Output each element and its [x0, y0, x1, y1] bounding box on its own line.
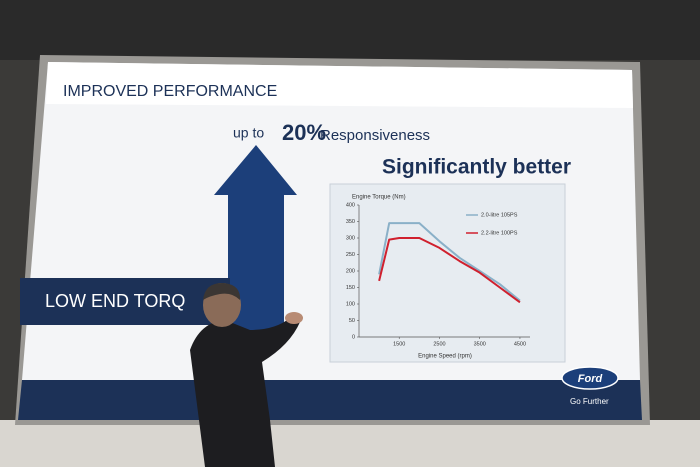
- x-tick-label: 2500: [433, 341, 445, 347]
- claim-prefix: up to: [233, 125, 264, 141]
- x-tick-label: 3500: [474, 341, 486, 347]
- presenter-hair: [203, 282, 241, 300]
- claim-value: 20%: [282, 120, 326, 145]
- y-axis-title: Engine Torque (Nm): [352, 195, 406, 201]
- arrow: [214, 145, 297, 330]
- y-tick-label: 50: [349, 318, 355, 324]
- y-tick-label: 200: [346, 268, 355, 274]
- slide-title: IMPROVED PERFORMANCE: [63, 83, 277, 100]
- series-line: [378, 222, 521, 302]
- x-tick-label: 4500: [514, 341, 526, 347]
- headline: Significantly better: [382, 156, 571, 179]
- y-tick-label: 350: [346, 219, 355, 225]
- presenter-body: [190, 318, 300, 467]
- y-tick-label: 100: [346, 301, 355, 307]
- y-tick-label: 150: [346, 285, 355, 291]
- tagline: Go Further: [570, 397, 609, 406]
- legend-label: 2.0-litre 105PS: [481, 212, 518, 218]
- logo-oval: [561, 366, 619, 390]
- x-tick-label: 1500: [393, 341, 405, 347]
- claim-suffix: Responsiveness: [320, 127, 430, 144]
- y-tick-label: 400: [346, 202, 355, 208]
- floor-wall: [0, 420, 700, 467]
- logo-text: Ford: [578, 373, 603, 385]
- title-band: [46, 62, 633, 108]
- y-tick-label: 250: [346, 252, 355, 258]
- banner: [20, 278, 230, 325]
- x-axis-title: Engine Speed (rpm): [418, 354, 472, 360]
- banner-text: LOW END TORQ: [45, 291, 185, 311]
- footer-band: [18, 380, 642, 420]
- series-line: [378, 237, 521, 304]
- y-tick-label: 300: [346, 235, 355, 241]
- presenter-hand: [285, 312, 303, 324]
- ceiling: [0, 0, 700, 60]
- y-tick-label: 0: [352, 334, 355, 340]
- chart: Engine Torque (Nm) Engine Speed (rpm) 0 5…: [346, 195, 530, 360]
- chart-panel: [329, 183, 566, 363]
- legend-label: 2.2-litre 100PS: [481, 230, 518, 236]
